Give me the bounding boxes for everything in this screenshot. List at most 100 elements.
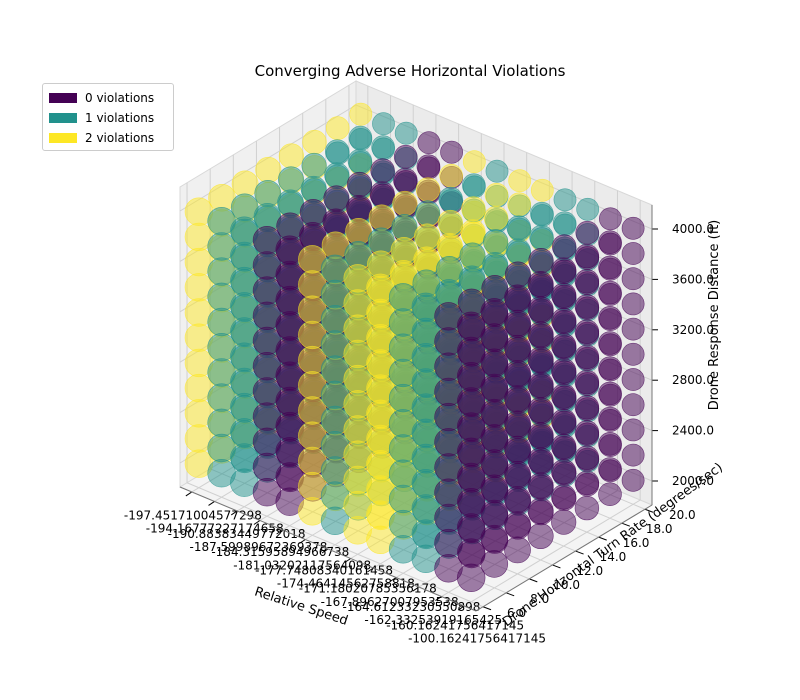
y-tick-mark [575,550,584,555]
z-tick-label: 4000.0 [672,222,714,236]
x-tick-label: -184.31595894966738 [211,545,349,559]
data-point-2-violations [507,192,532,216]
data-point-0-violations [457,336,486,366]
y-tick-mark [621,522,631,527]
data-point-0-violations [574,445,600,470]
legend-item: 0 violations [49,88,167,108]
x-tick-mark [389,577,397,582]
data-point-0-violations [504,360,531,387]
data-point-1-violations [461,173,486,197]
data-point-0-violations [416,154,441,178]
data-point-0-violations [527,371,554,398]
x-tick-mark [208,501,215,506]
z-tick-label: 2800.0 [672,373,714,387]
data-point-0-violations [574,319,600,344]
data-point-1-violations [301,152,327,179]
data-point-0-violations [598,482,622,507]
data-point-1-violations [530,201,554,226]
x-tick-mark [321,548,329,554]
data-point-2-violations [278,143,305,169]
data-point-1-violations [348,125,373,150]
legend-label-2: 2 violations [85,131,155,145]
y-tick-mark [644,508,654,513]
data-point-2-violations [414,223,441,250]
chart-title: Converging Adverse Horizontal Violations [255,62,566,80]
data-point-2-violations [461,196,486,221]
data-point-1-violations [435,255,463,283]
legend-swatch-0 [49,93,77,103]
data-point-0-violations [598,457,622,481]
data-point-1-violations [391,214,418,241]
data-point-0-violations [504,486,531,513]
data-point-0-violations [598,406,622,431]
data-point-1-violations [415,200,441,226]
data-point-0-violations [457,311,486,340]
data-point-0-violations [527,296,554,323]
data-point-1-violations [576,197,600,221]
data-point-2-violations [345,217,373,245]
x-tick-label: -194.16777227174658 [146,522,284,536]
data-point-0-violations [574,243,600,269]
data-point-1-violations [485,159,509,183]
y-tick-label: 10.0 [553,578,580,592]
data-point-2-violations [231,170,259,198]
data-point-0-violations [551,509,577,535]
y-tick-label: 20.0 [669,508,696,522]
data-point-2-violations [392,190,418,217]
data-point-0-violations [504,460,531,488]
data-point-2-violations [255,156,282,183]
z-tick-label: 3200.0 [672,323,714,337]
y-tick-mark [598,536,607,541]
legend-label-1: 1 violations [85,111,155,125]
data-point-0-violations [369,181,395,207]
data-point-1-violations [367,227,395,255]
data-point-0-violations [527,472,554,499]
data-point-0-violations [551,282,577,308]
legend-swatch-1 [49,113,77,123]
data-point-0-violations [598,230,622,254]
data-point-2-violations [439,163,463,188]
data-point-2-violations [483,205,509,231]
data-point-0-violations [621,292,645,316]
data-point-2-violations [302,129,327,155]
data-point-0-violations [527,321,554,348]
data-point-0-violations [457,513,486,542]
data-point-1-violations [438,186,463,212]
y-tick-mark [552,564,561,569]
y-tick-label: 12.0 [576,564,603,578]
data-point-1-violations [483,229,509,255]
x-tick-mark [185,491,193,497]
data-point-0-violations [504,410,531,438]
data-point-0-violations [440,140,464,164]
legend-item: 1 violations [49,108,167,128]
data-point-2-violations [390,236,418,264]
data-point-0-violations [574,269,600,294]
z-tick-label: 2000.0 [672,474,714,488]
x-tick-label: -100.16241756417145 [408,632,546,646]
data-point-1-violations [325,139,350,164]
data-point-0-violations [598,431,622,456]
data-point-0-violations [551,234,577,259]
data-point-0-violations [574,420,600,445]
x-tick-label: -190.88383449772018 [168,527,306,541]
x-tick-mark [457,605,465,611]
data-point-0-violations [504,334,531,362]
y-tick-label: 8.0 [530,592,549,606]
legend-swatch-2 [49,133,77,143]
data-point-0-violations [621,418,645,442]
data-point-0-violations [574,470,600,496]
data-point-0-violations [345,195,372,222]
data-point-0-violations [621,368,645,391]
data-point-0-violations [457,488,486,517]
data-point-0-violations [598,280,622,305]
data-point-2-violations [349,102,373,126]
axis-ticks: 2000.0 2400.0 2800.0 3200.0 3600.0 4000.0 6.0 8… [124,205,714,646]
x-tick-mark [412,586,420,592]
data-point-0-violations [504,309,531,337]
data-point-1-violations [324,162,350,188]
data-point-0-violations [323,185,350,212]
data-point-0-violations [457,538,486,567]
data-point-1-violations [371,135,395,159]
data-point-0-violations [457,563,486,592]
z-tick-label: 2400.0 [672,424,714,438]
